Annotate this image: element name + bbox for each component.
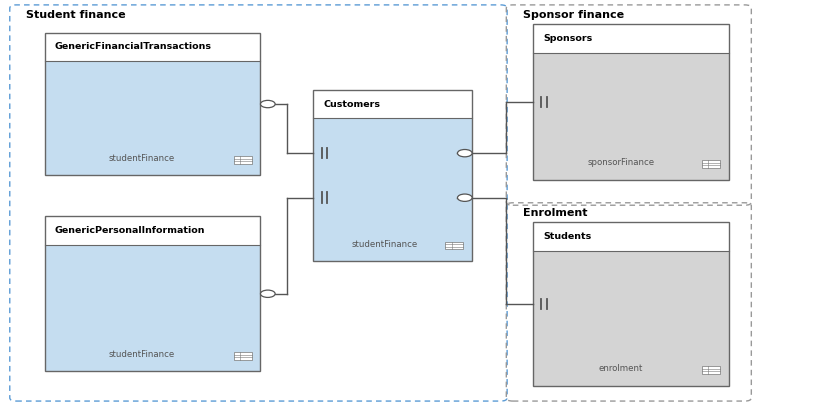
Text: sponsorFinance: sponsorFinance xyxy=(588,158,654,167)
Text: Enrolment: Enrolment xyxy=(523,208,587,218)
Bar xyxy=(533,53,729,180)
Bar xyxy=(45,61,260,175)
Bar xyxy=(533,24,729,180)
Bar xyxy=(45,216,260,371)
Text: Students: Students xyxy=(543,232,591,241)
Text: GenericFinancialTransactions: GenericFinancialTransactions xyxy=(55,42,212,51)
Circle shape xyxy=(260,290,275,297)
Bar xyxy=(313,90,472,118)
Bar xyxy=(533,24,729,53)
Bar xyxy=(234,352,252,359)
Bar xyxy=(533,251,729,386)
Bar xyxy=(45,216,260,245)
Circle shape xyxy=(457,194,472,202)
Text: GenericPersonalInformation: GenericPersonalInformation xyxy=(55,226,205,235)
Text: enrolment: enrolment xyxy=(599,364,643,373)
Bar xyxy=(445,242,463,249)
Text: Sponsor finance: Sponsor finance xyxy=(523,10,624,20)
Circle shape xyxy=(457,149,472,157)
Circle shape xyxy=(260,100,275,108)
Bar xyxy=(234,156,252,164)
Bar xyxy=(702,366,720,374)
Bar xyxy=(533,222,729,251)
Bar xyxy=(533,222,729,386)
Bar xyxy=(313,90,472,261)
Bar xyxy=(45,33,260,61)
Text: Sponsors: Sponsors xyxy=(543,34,593,43)
Text: studentFinance: studentFinance xyxy=(109,154,175,163)
Bar xyxy=(313,118,472,261)
Bar xyxy=(45,245,260,371)
Bar xyxy=(702,160,720,168)
Text: studentFinance: studentFinance xyxy=(352,240,418,249)
Text: studentFinance: studentFinance xyxy=(109,350,175,359)
Text: Customers: Customers xyxy=(323,100,380,109)
Bar xyxy=(45,33,260,175)
Text: Student finance: Student finance xyxy=(26,10,125,20)
